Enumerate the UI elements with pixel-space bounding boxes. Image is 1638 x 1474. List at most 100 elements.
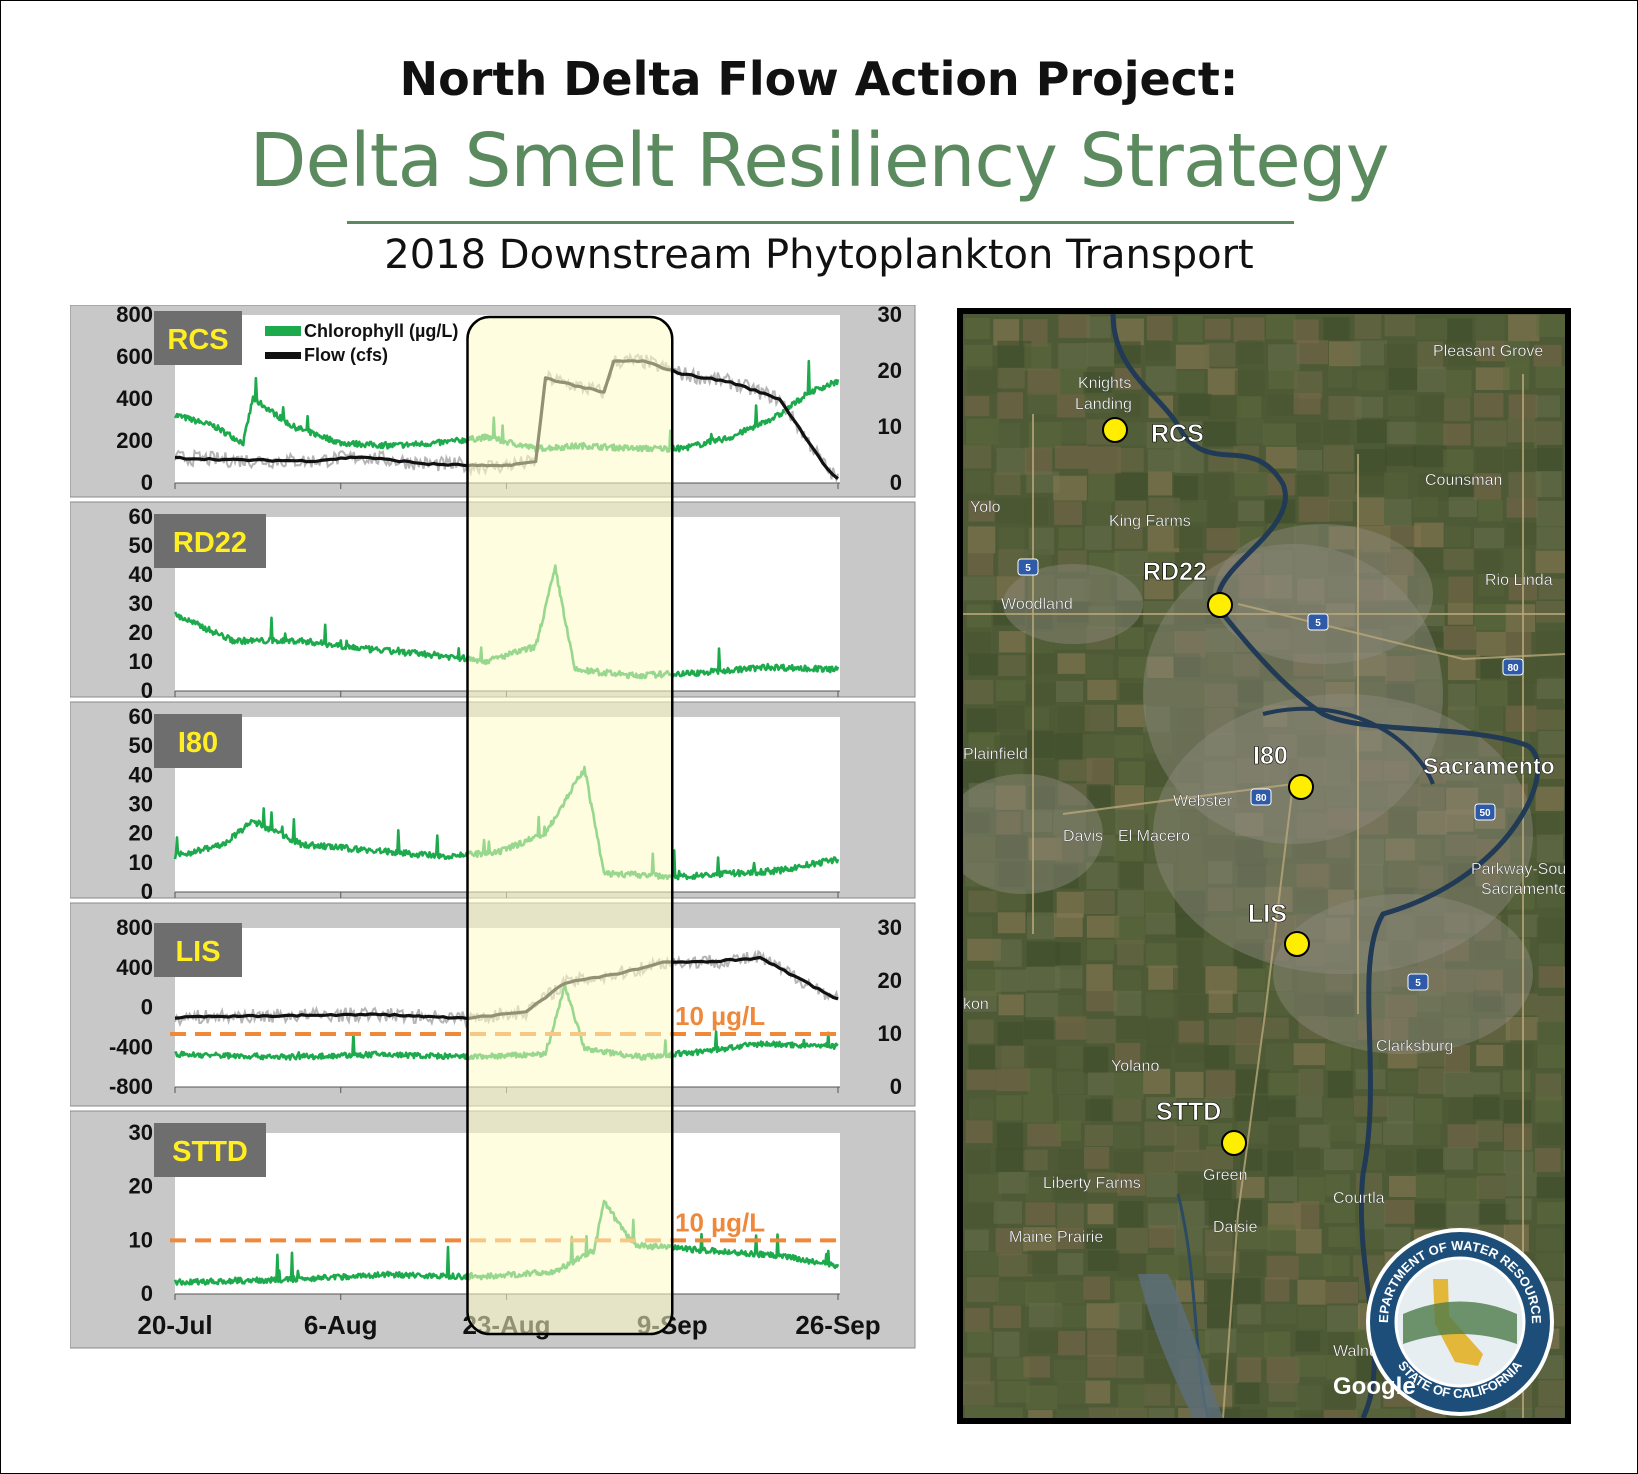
map-field	[1175, 730, 1205, 758]
map-field	[1448, 683, 1476, 711]
station-marker-rd22	[1207, 592, 1233, 618]
map-field	[1448, 576, 1474, 603]
map-field	[1086, 501, 1111, 526]
map-field	[1117, 448, 1144, 472]
map-field	[967, 938, 1001, 961]
map-field	[1114, 969, 1142, 995]
map-field	[1298, 496, 1330, 522]
map-field	[1327, 1016, 1357, 1042]
map-field	[1265, 808, 1292, 829]
map-field	[1354, 471, 1388, 494]
map-field	[967, 526, 996, 554]
map-field	[1383, 1121, 1414, 1145]
map-field	[1323, 1410, 1358, 1418]
map-field	[1475, 367, 1510, 391]
map-field	[1146, 1045, 1172, 1070]
map-field	[1417, 941, 1446, 968]
map-field	[966, 917, 992, 938]
map-field	[1266, 1356, 1300, 1384]
map-field	[1178, 577, 1203, 600]
map-field	[1178, 1020, 1204, 1045]
x-tick-label: 26-Sep	[795, 1310, 880, 1340]
map-field	[1028, 837, 1063, 861]
map-field	[1326, 1281, 1359, 1304]
map-field	[1503, 1070, 1531, 1092]
map-field	[1116, 1302, 1142, 1330]
map-field	[1057, 1203, 1084, 1230]
map-field	[1536, 500, 1565, 527]
map-field	[996, 1281, 1029, 1305]
map-field	[1145, 992, 1174, 1018]
map-field	[968, 783, 995, 808]
map-field	[1117, 574, 1143, 601]
legend-flow-swatch	[265, 352, 301, 359]
place-label: Rio Linda	[1485, 572, 1553, 589]
map-field	[1207, 368, 1238, 395]
map-field	[1503, 1151, 1534, 1174]
map-field	[1145, 366, 1177, 392]
map-field	[1208, 396, 1241, 420]
map-field	[1087, 1354, 1117, 1378]
map-field	[1173, 526, 1202, 549]
map-field	[1265, 1304, 1297, 1325]
map-field	[1295, 1146, 1320, 1171]
map-field	[1234, 471, 1268, 497]
map-wetland	[1138, 1274, 1223, 1418]
map-field	[1118, 761, 1145, 785]
map-field	[1174, 891, 1206, 918]
map-field	[1475, 656, 1501, 679]
map-field	[1027, 1331, 1061, 1354]
map-field	[1473, 473, 1502, 500]
map-field	[1388, 811, 1418, 834]
map-field	[1503, 783, 1528, 808]
map-field	[1114, 735, 1144, 758]
map-field	[1146, 422, 1181, 449]
y-tick-label: 60	[129, 504, 153, 529]
map-field	[1203, 761, 1235, 789]
map-field	[1144, 1121, 1177, 1146]
map-field	[964, 812, 990, 834]
map-field	[1356, 370, 1386, 391]
map-field	[995, 969, 1027, 992]
map-field	[1235, 1043, 1260, 1064]
map-field	[1177, 863, 1207, 891]
highway-shield	[1250, 788, 1272, 806]
y-tick-label: 60	[129, 704, 153, 729]
map-field	[1533, 344, 1562, 367]
highway-shield-label: 80	[1255, 793, 1267, 804]
map-field	[1416, 991, 1442, 1013]
map-field	[1264, 783, 1296, 808]
map-field	[1354, 396, 1384, 418]
map-field	[1538, 1380, 1565, 1407]
map-field	[995, 680, 1027, 701]
map-field	[1323, 419, 1350, 448]
highway-shield-label: 50	[1479, 808, 1491, 819]
map-field	[1294, 1410, 1324, 1418]
map-field	[1478, 1203, 1510, 1226]
x-tick-label: 6-Aug	[304, 1310, 378, 1340]
map-field	[1448, 1097, 1476, 1124]
map-field	[1054, 733, 1083, 761]
map-field	[1327, 1305, 1361, 1332]
map-field	[1477, 1150, 1506, 1174]
map-field	[995, 1148, 1026, 1172]
map-field	[1083, 734, 1115, 761]
map-field	[1235, 1382, 1260, 1404]
map-field	[1447, 1124, 1479, 1149]
map-field	[1535, 366, 1565, 389]
map-field	[1507, 418, 1536, 443]
map-field	[1538, 578, 1565, 600]
map-field	[1057, 653, 1086, 674]
map-field	[1294, 628, 1327, 657]
station-map-label: RD22	[1143, 558, 1207, 586]
map-field	[965, 862, 995, 887]
map-field	[1356, 525, 1391, 553]
map-field	[1297, 734, 1331, 757]
map-field	[1536, 1253, 1565, 1278]
y-tick-label: 800	[116, 305, 153, 327]
map-field	[1233, 654, 1260, 677]
map-field	[1414, 394, 1446, 422]
y2-tick-label: 20	[878, 358, 902, 383]
place-label: Landing	[1075, 396, 1132, 413]
map-field	[1177, 836, 1203, 864]
